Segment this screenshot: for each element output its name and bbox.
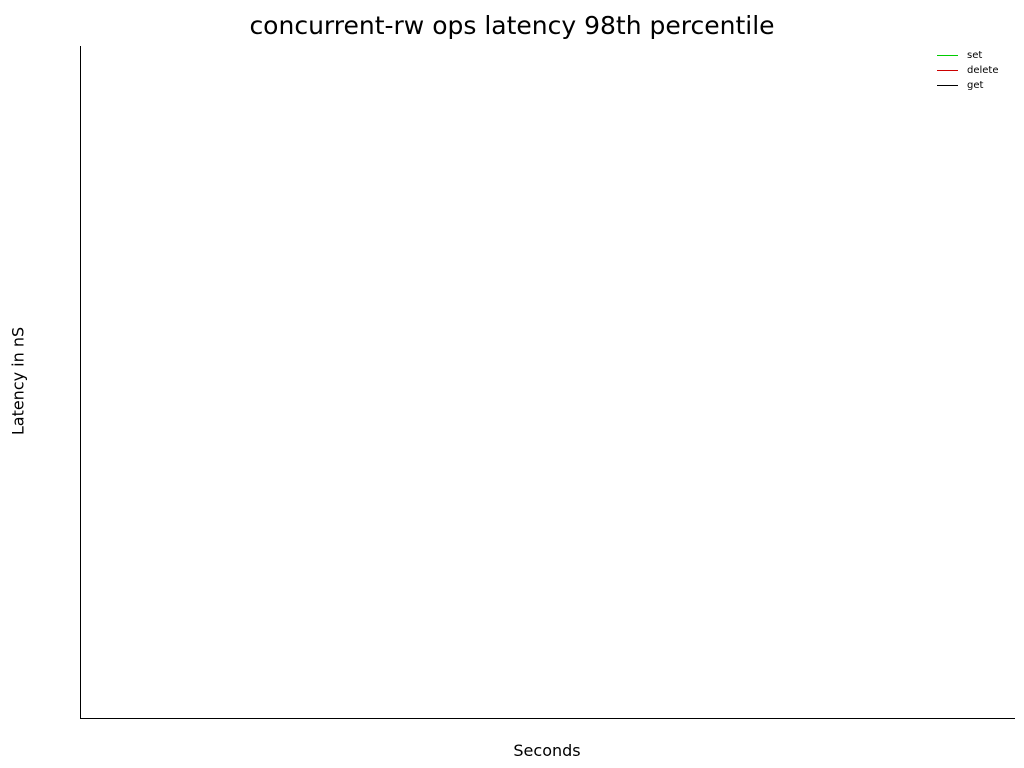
legend-label-set: set (967, 50, 983, 61)
legend-label-delete: delete (967, 65, 999, 76)
legend-item-set: set (937, 48, 999, 63)
legend-swatch-get (937, 85, 958, 86)
y-axis-label: Latency in nS (8, 326, 28, 436)
legend-swatch-set (937, 55, 958, 56)
legend-swatch-delete (937, 70, 958, 71)
legend-item-get: get (937, 78, 999, 93)
x-axis-label: Seconds (513, 741, 581, 760)
legend-item-delete: delete (937, 63, 999, 78)
chart-title: concurrent-rw ops latency 98th percentil… (249, 11, 775, 40)
legend: set delete get (937, 48, 999, 93)
legend-label-get: get (967, 80, 984, 91)
